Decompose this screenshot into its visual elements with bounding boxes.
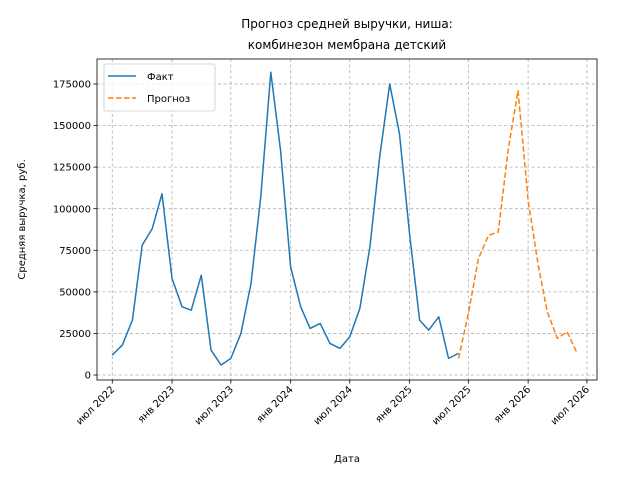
grid-lines [97,59,597,380]
y-tick-label: 25000 [59,329,91,340]
plot-area-frame [96,58,598,381]
x-axis-label: Дата [334,454,360,465]
series-layer [111,71,578,366]
y-tick-label: 150000 [53,121,91,132]
legend-label-forecast: Прогноз [147,94,190,105]
y-axis: 0 25000 50000 75000 100000 125000 150000 175000 [53,80,97,382]
chart-title-line-2: комбинезон мембрана детский [248,38,446,52]
y-axis-label: Средняя выручка, руб. [17,159,28,279]
y-tick-label: 100000 [53,204,91,215]
y-tick-label: 0 [85,371,91,382]
y-tick-label: 125000 [53,163,91,174]
y-tick-label: 75000 [59,246,91,257]
legend: Факт Прогноз [103,63,216,112]
legend-label-fact: Факт [147,72,174,83]
y-tick-label: 175000 [53,80,91,91]
series-line-forecast [457,89,578,359]
chart-title-line-1: Прогноз средней выручки, ниша: [241,17,452,31]
series-line-fact [111,71,459,366]
y-tick-label: 50000 [59,287,91,298]
